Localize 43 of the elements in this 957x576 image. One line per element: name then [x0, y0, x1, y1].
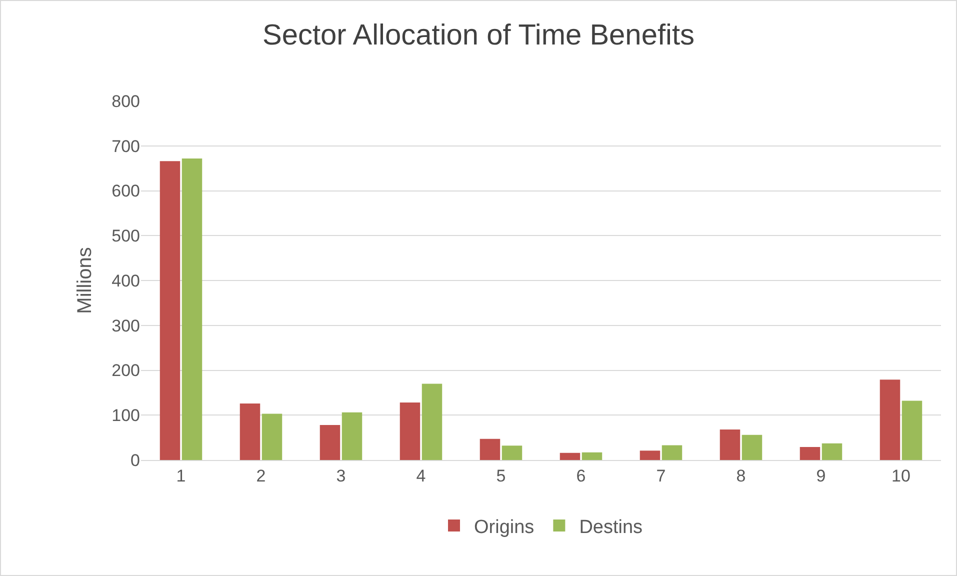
- chart-title: Sector Allocation of Time Benefits: [262, 19, 694, 52]
- bar: [662, 445, 682, 460]
- bar: [582, 452, 602, 460]
- bar: [800, 446, 820, 460]
- y-tick-label: 400: [112, 271, 140, 290]
- bar: [902, 400, 922, 460]
- x-tick-label: 8: [736, 466, 746, 486]
- bar: [560, 452, 580, 460]
- x-tick-label: 7: [656, 466, 666, 486]
- bar: [182, 158, 202, 460]
- y-tick-label: 800: [112, 92, 140, 111]
- x-tick-label: 5: [496, 466, 506, 486]
- x-tick-label: 10: [892, 466, 910, 486]
- y-tick-label: 100: [112, 406, 140, 426]
- bar: [502, 446, 522, 460]
- y-tick-label: 200: [112, 361, 140, 380]
- bar: [320, 425, 340, 460]
- y-tick-label: 300: [112, 316, 140, 336]
- y-tick-label: 600: [112, 182, 140, 201]
- bar: [640, 450, 660, 460]
- x-tick-label: 1: [176, 466, 186, 486]
- x-tick-label: 6: [576, 466, 586, 486]
- x-tick-label: 4: [416, 466, 426, 486]
- y-tick-label: 500: [112, 226, 140, 246]
- bar: [880, 380, 900, 460]
- bar: [822, 443, 842, 460]
- x-tick-label: 3: [336, 466, 346, 486]
- y-axis-title: Millions: [74, 247, 96, 314]
- y-tick-label: 700: [112, 136, 140, 156]
- legend-label: Origins: [474, 516, 534, 538]
- bar: [422, 384, 442, 460]
- bar: [480, 438, 500, 460]
- x-tick-label: 2: [256, 466, 266, 486]
- bar: [240, 403, 260, 460]
- bar: [160, 161, 180, 460]
- y-tick-label: 0: [130, 450, 140, 470]
- x-tick-label: 9: [816, 466, 826, 486]
- bar: [400, 402, 420, 460]
- bar: [262, 414, 282, 460]
- bar: [342, 412, 362, 460]
- bar: [720, 429, 740, 460]
- legend-label: Destins: [579, 516, 643, 538]
- bar: [742, 434, 762, 460]
